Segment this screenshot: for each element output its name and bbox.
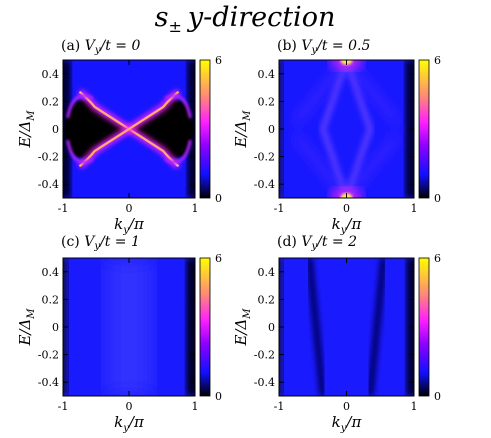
ytick-label: -0.4 <box>38 178 59 191</box>
panel-title: (b) Vy/t = 0.5 <box>277 38 370 56</box>
ytick-label: -0.2 <box>254 349 275 362</box>
xtick-label: 1 <box>192 202 199 215</box>
center-glow <box>105 258 153 396</box>
xtick-label: 0 <box>126 202 133 215</box>
ytick-label: -0.4 <box>254 178 275 191</box>
xtick-label: 0 <box>126 400 133 413</box>
x-axis-label: ky/π <box>114 413 145 434</box>
ytick-label: -0.2 <box>38 151 59 164</box>
y-axis-label: E/ΔM <box>232 110 253 149</box>
x-axis-label: ky/π <box>114 215 145 236</box>
x-axis-label: ky/π <box>332 215 363 236</box>
ytick-label: 0.2 <box>42 293 60 306</box>
x-axis-label: ky/π <box>332 413 363 434</box>
panel-title: (c) Vy/t = 1 <box>61 234 140 252</box>
heatmap-background <box>279 258 414 396</box>
ytick-label: 0.4 <box>42 68 60 81</box>
xtick-label: -1 <box>274 400 285 413</box>
xtick-label: 0 <box>343 202 350 215</box>
panel-c: 0.4 0.2 0 -0.2 -0.4 -1 0 1 (c) Vy/t = 1 ky/π E/ΔM 0… <box>16 234 222 434</box>
ytick-label: -0.2 <box>254 151 275 164</box>
ytick-label: -0.4 <box>254 376 275 389</box>
ytick-label: 0 <box>268 321 275 334</box>
colorbar-tick-label: 0 <box>434 192 441 205</box>
heatmap-area <box>63 60 195 198</box>
heatmap-area <box>63 258 195 396</box>
panel-d: 0.4 0.2 0 -0.2 -0.4 -1 0 1 (d) Vy/t = 2 ky/π E/ΔM 0… <box>232 234 441 434</box>
ytick-label: 0 <box>268 123 275 136</box>
colorbar <box>199 59 211 199</box>
ytick-label: 0.4 <box>42 266 60 279</box>
dark-line-1 <box>366 258 388 396</box>
ytick-label: -0.4 <box>38 376 59 389</box>
heatmap-background <box>279 60 414 198</box>
colorbar <box>418 257 430 397</box>
y-axis-label: E/ΔM <box>16 110 37 149</box>
outer-arc-0 <box>66 94 94 119</box>
ytick-label: 0.2 <box>42 95 60 108</box>
y-axis-label: E/ΔM <box>16 308 37 347</box>
ytick-label: 0.4 <box>258 266 276 279</box>
xtick-label: 1 <box>411 202 418 215</box>
ytick-label: 0 <box>52 321 59 334</box>
heatmap-area <box>279 60 414 198</box>
figure-title: s± y-direction <box>155 2 336 36</box>
panel-b: 0.4 0.2 0 -0.2 -0.4 -1 0 1 (b) Vy/t = 0.5 ky/π E/Δ… <box>232 38 441 236</box>
colorbar-tick-label: 6 <box>215 252 222 265</box>
colorbar-tick-label: 0 <box>215 192 222 205</box>
ytick-label: 0 <box>52 123 59 136</box>
xtick-label: -1 <box>58 202 69 215</box>
outer-arc-2 <box>66 139 94 164</box>
ytick-label: 0.4 <box>258 68 276 81</box>
colorbar-tick-label: 0 <box>215 390 222 403</box>
colorbar-tick-label: 6 <box>434 54 441 67</box>
ytick-label: -0.2 <box>38 349 59 362</box>
colorbar-tick-label: 0 <box>434 390 441 403</box>
ytick-label: 0.2 <box>258 293 276 306</box>
colorbar-tick-label: 6 <box>434 252 441 265</box>
colorbar <box>418 59 430 199</box>
xtick-label: -1 <box>58 400 69 413</box>
ytick-label: 0.2 <box>258 95 276 108</box>
outer-bands <box>293 60 400 198</box>
xtick-label: 1 <box>192 400 199 413</box>
xtick-label: 0 <box>343 400 350 413</box>
dark-line-0 <box>305 258 327 396</box>
panel-title: (d) Vy/t = 2 <box>277 234 357 252</box>
panel-a: 0.4 0.2 0 -0.2 -0.4 -1 0 1 (a) Vy/t = 0 ky/π E/ΔM 0… <box>16 38 222 236</box>
heatmap-area <box>279 258 414 396</box>
xtick-label: 1 <box>411 400 418 413</box>
outer-arc-3 <box>164 139 192 164</box>
outer-arc-1 <box>164 94 192 119</box>
panel-title: (a) Vy/t = 0 <box>61 38 140 56</box>
xtick-label: -1 <box>274 202 285 215</box>
colorbar-tick-label: 6 <box>215 54 222 67</box>
y-axis-label: E/ΔM <box>232 308 253 347</box>
diamond-band <box>319 60 374 198</box>
colorbar <box>199 257 211 397</box>
